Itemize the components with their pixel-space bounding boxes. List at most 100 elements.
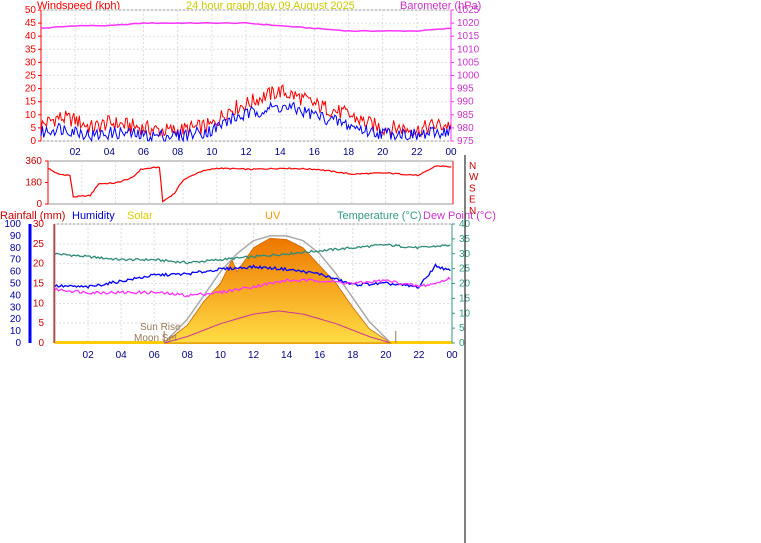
- compass-label: N: [469, 161, 476, 172]
- page-title: 24 hour graph day 09 August 2025: [186, 0, 355, 12]
- barometer-tick-label: 1015: [457, 31, 480, 42]
- solar-area: [163, 237, 393, 344]
- rain-tick-label: 0: [38, 338, 44, 349]
- x-tick-label: 16: [314, 350, 326, 361]
- humidity-line: [54, 263, 451, 290]
- compass-label: S: [469, 183, 476, 194]
- wind-tick-label: 25: [25, 71, 37, 82]
- rain-tick-label: 5: [38, 318, 44, 329]
- percent-tick-label: 50: [10, 279, 22, 290]
- barometer-line: [40, 21, 451, 33]
- compass-label: W: [469, 172, 479, 183]
- x-tick-label: 22: [411, 147, 423, 158]
- barometer-tick-label: 1005: [457, 57, 480, 68]
- x-tick-label: 14: [281, 350, 293, 361]
- wind-tick-label: 45: [25, 18, 37, 29]
- temp-humidity-solar-panel: 0102030405060708090100051015202530051015…: [4, 219, 470, 361]
- wind-x-axis: 02 04 06 08 10 12 14 16 18 20 22 00: [70, 147, 457, 158]
- direction-tick-label: 180: [25, 178, 42, 189]
- percent-tick-label: 20: [10, 314, 22, 325]
- x-tick-label: 20: [377, 147, 389, 158]
- percent-tick-label: 100: [4, 219, 21, 230]
- x-tick-label: 04: [104, 147, 116, 158]
- x-tick-label: 10: [215, 350, 227, 361]
- x-tick-label: 04: [116, 350, 128, 361]
- x-tick-label: 02: [83, 350, 95, 361]
- temp-x-axis: 02 04 06 08 10 12 14 16 18 20 22 00: [83, 350, 458, 361]
- barometer-tick-label: 975: [457, 136, 474, 147]
- temp-tick-label: 0: [459, 338, 465, 349]
- compass-label: E: [469, 195, 476, 206]
- barometer-tick-label: 985: [457, 110, 474, 121]
- compass-label: N: [469, 206, 476, 217]
- rain-tick-label: 10: [33, 298, 45, 309]
- x-tick-label: 16: [309, 147, 321, 158]
- percent-tick-label: 10: [10, 326, 22, 337]
- direction-tick-label: 0: [36, 199, 42, 210]
- barometer-tick-label: 995: [457, 84, 474, 95]
- temp-tick-label: 5: [459, 323, 465, 334]
- wind-tick-label: 5: [30, 123, 36, 134]
- wind-tick-label: 30: [25, 57, 37, 68]
- wind-direction-line: [47, 165, 452, 203]
- solar-max-line: [163, 235, 390, 344]
- barometer-tick-label: 1025: [457, 5, 480, 16]
- wind-tick-label: 10: [25, 110, 37, 121]
- x-tick-label: 08: [172, 147, 184, 158]
- wind-grid: [41, 9, 451, 142]
- uv-label: UV: [265, 210, 281, 222]
- sun-rise-label: Sun Rise: [140, 322, 181, 333]
- wind-tick-label: 15: [25, 97, 37, 108]
- wind-series: [40, 21, 452, 143]
- percent-tick-label: 40: [10, 290, 22, 301]
- wind-tick-label: 50: [25, 5, 37, 16]
- direction-y-axis: 360 180 0: [25, 156, 49, 210]
- rain-tick-label: 30: [33, 219, 45, 230]
- x-tick-label: 22: [413, 350, 425, 361]
- rainfall-label: Rainfall (mm): [0, 210, 65, 222]
- x-tick-label: 00: [446, 350, 458, 361]
- x-tick-label: 08: [182, 350, 194, 361]
- average-line: [40, 101, 452, 143]
- dew-point-line: [54, 276, 451, 298]
- x-tick-label: 14: [275, 147, 287, 158]
- rain-tick-label: 25: [33, 239, 45, 250]
- barometer-tick-label: 1000: [457, 71, 480, 82]
- x-tick-label: 06: [149, 350, 161, 361]
- wind-tick-label: 0: [30, 136, 36, 147]
- barometer-y-axis-right: 975 980 985 990 995 1000 1005 1010 1015 1020 1025: [450, 5, 480, 147]
- x-tick-label: 18: [343, 147, 355, 158]
- x-tick-label: 18: [347, 350, 359, 361]
- wind-tick-label: 35: [25, 44, 37, 55]
- barometer-tick-label: 980: [457, 123, 474, 134]
- x-tick-label: 06: [138, 147, 150, 158]
- percent-tick-label: 80: [10, 243, 22, 254]
- direction-tick-label: 360: [25, 156, 42, 167]
- percent-tick-label: 60: [10, 267, 22, 278]
- rain-tick-label: 15: [33, 279, 45, 290]
- percent-tick-label: 0: [15, 338, 21, 349]
- x-tick-label: 02: [70, 147, 82, 158]
- x-tick-label: 00: [445, 147, 457, 158]
- wind-tick-label: 40: [25, 31, 37, 42]
- x-tick-label: 12: [240, 147, 252, 158]
- dew-point-label: Dew Point (°C): [423, 210, 496, 222]
- temperature-label: Temperature (°C): [337, 210, 421, 222]
- barometer-tick-label: 1010: [457, 44, 480, 55]
- percent-tick-label: 70: [10, 255, 22, 266]
- rain-tick-label: 20: [33, 259, 45, 270]
- wind-y-axis-left: 0 5 10 15 20 25 30 35 40 45 50: [25, 5, 42, 147]
- barometer-tick-label: 990: [457, 97, 474, 108]
- x-tick-label: 10: [206, 147, 218, 158]
- x-tick-label: 20: [380, 350, 392, 361]
- windspeed-label: Windspeed (kph): [37, 0, 120, 12]
- barometer-label: Barometer (hPa): [400, 0, 481, 12]
- wind-tick-label: 20: [25, 84, 37, 95]
- percent-tick-label: 90: [10, 231, 22, 242]
- x-tick-label: 12: [248, 350, 260, 361]
- moon-set-label: Moon Set: [134, 333, 177, 344]
